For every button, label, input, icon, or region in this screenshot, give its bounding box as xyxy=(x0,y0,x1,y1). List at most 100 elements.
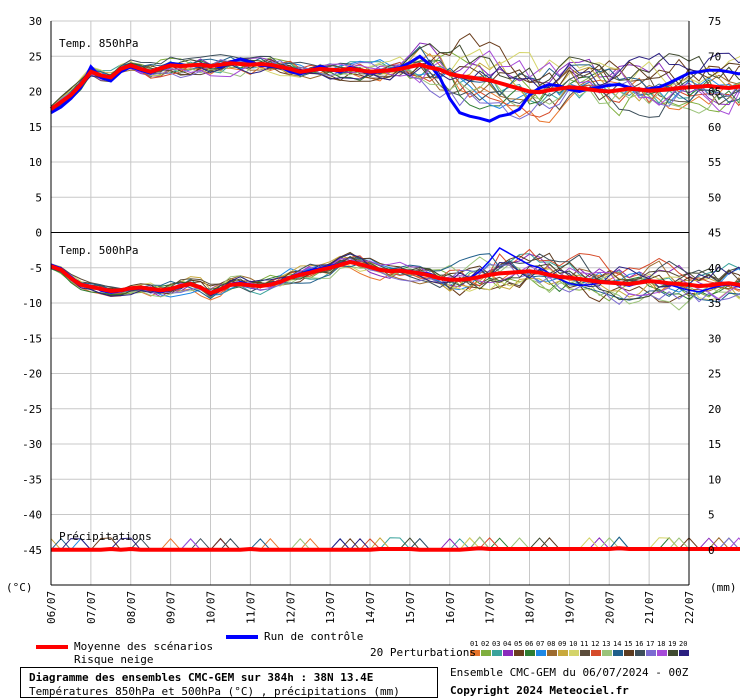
left-tick-label: -10 xyxy=(22,297,42,310)
control-legend-line xyxy=(226,635,258,639)
perturbation-swatch xyxy=(536,650,546,656)
date-label: 11/07 xyxy=(244,591,257,624)
date-label: 15/07 xyxy=(404,591,417,624)
perturbation-swatch xyxy=(646,650,656,656)
perturbation-swatch xyxy=(547,650,557,656)
left-tick-label: 5 xyxy=(35,191,42,204)
perturbation-swatch xyxy=(470,650,480,656)
perturbation-swatch xyxy=(679,650,689,656)
perturbation-swatch xyxy=(492,650,502,656)
perturbation-number: 09 xyxy=(558,640,566,648)
axes xyxy=(50,21,690,586)
perturbation-number: 17 xyxy=(646,640,654,648)
perturbation-swatch xyxy=(668,650,678,656)
mean-500-line xyxy=(50,260,740,296)
left-unit-label: (°C) xyxy=(6,581,33,594)
caption-title: Diagramme des ensembles CMC-GEM sur 384h… xyxy=(29,671,374,684)
perturbation-number: 06 xyxy=(525,640,533,648)
left-tick-label: -5 xyxy=(29,262,42,275)
right-tick-label: 40 xyxy=(708,262,721,275)
right-tick-label: 55 xyxy=(708,156,721,169)
copyright: Copyright 2024 Meteociel.fr xyxy=(450,684,629,697)
left-tick-label: 0 xyxy=(35,227,42,240)
perturbation-number: 07 xyxy=(536,640,544,648)
perturbation-swatches: 01 02 03 04 05 06 07 08 09 10 11 12 13 14 15 16 17 18 19 20 xyxy=(470,640,689,656)
date-label: 22/07 xyxy=(683,591,696,624)
date-label: 10/07 xyxy=(205,591,218,624)
date-label: 06/07 xyxy=(45,591,58,624)
perturbation-number: 16 xyxy=(635,640,643,648)
snow-legend-label: Risque neige xyxy=(74,653,154,666)
date-label: 09/07 xyxy=(165,591,178,624)
date-label: 18/07 xyxy=(524,591,537,624)
perturbation-850-line xyxy=(50,59,740,113)
right-tick-label: 50 xyxy=(708,191,721,204)
mean-legend-line xyxy=(36,645,68,649)
perturbation-swatch xyxy=(580,650,590,656)
perturbation-number: 18 xyxy=(657,640,665,648)
left-tick-label: -35 xyxy=(22,473,42,486)
mean-precip-line xyxy=(51,546,740,552)
mean-850-line xyxy=(49,61,740,111)
perturbation-number: 20 xyxy=(679,640,687,648)
left-tick-label: 25 xyxy=(29,50,42,63)
run-info: Ensemble CMC-GEM du 06/07/2024 - 00Z xyxy=(450,666,689,679)
right-tick-label: 20 xyxy=(708,403,721,416)
left-tick-label: 30 xyxy=(29,15,42,28)
perturbation-swatch xyxy=(503,650,513,656)
left-tick-label: 15 xyxy=(29,121,42,134)
mean-legend-label: Moyenne des scénarios xyxy=(74,640,214,653)
date-label: 20/07 xyxy=(603,591,616,624)
perturbation-number: 01 xyxy=(470,640,478,648)
temp850-label: Temp. 850hPa xyxy=(59,37,138,50)
perturbation-swatch xyxy=(558,650,568,656)
perturbation-500-line xyxy=(50,259,740,303)
right-tick-label: 25 xyxy=(708,368,721,381)
perturbation-swatch xyxy=(569,650,579,656)
right-tick-label: 60 xyxy=(708,121,721,134)
perturbation-swatch xyxy=(635,650,645,656)
perturbation-850-line xyxy=(50,45,740,108)
right-tick-label: 10 xyxy=(708,473,721,486)
perturbation-number: 13 xyxy=(602,640,610,648)
perturbation-500-line xyxy=(50,257,740,305)
grid xyxy=(50,20,690,585)
perturbation-500-line xyxy=(50,253,740,297)
date-label: 13/07 xyxy=(324,591,337,624)
right-tick-label: 30 xyxy=(708,332,721,345)
perturbation-number: 03 xyxy=(492,640,500,648)
perturbation-number: 04 xyxy=(503,640,511,648)
control-legend-label: Run de contrôle xyxy=(264,630,364,643)
right-tick-label: 15 xyxy=(708,438,721,451)
date-label: 12/07 xyxy=(284,591,297,624)
right-tick-label: 5 xyxy=(708,509,715,522)
temp500-label: Temp. 500hPa xyxy=(59,244,138,257)
perturbation-850-line xyxy=(50,61,740,114)
perturbation-500-line xyxy=(50,253,740,303)
left-tick-label: 10 xyxy=(29,156,42,169)
right-tick-label: 0 xyxy=(708,544,715,557)
perturbation-850-line xyxy=(50,52,740,113)
right-tick-label: 75 xyxy=(708,15,721,28)
perturbation-swatch xyxy=(657,650,667,656)
perturbation-swatch xyxy=(514,650,524,656)
left-tick-label: -40 xyxy=(22,509,42,522)
right-tick-label: 70 xyxy=(708,50,721,63)
left-tick-label: -30 xyxy=(22,438,42,451)
perturbation-number: 11 xyxy=(580,640,588,648)
date-label: 14/07 xyxy=(364,591,377,624)
left-tick-label: -20 xyxy=(22,368,42,381)
perturbation-number: 02 xyxy=(481,640,489,648)
perturbation-swatch xyxy=(624,650,634,656)
date-label: 08/07 xyxy=(125,591,138,624)
perturbation-850-line xyxy=(50,50,740,115)
perturbation-swatch xyxy=(602,650,612,656)
perturbation-number: 10 xyxy=(569,640,577,648)
perturbation-500-line xyxy=(50,253,740,299)
caption-subtitle: Températures 850hPa et 500hPa (°C) , pré… xyxy=(29,685,400,698)
mean-lines xyxy=(49,61,740,552)
perturbations-legend-label: 20 Perturbations xyxy=(370,646,476,659)
perturbation-number: 14 xyxy=(613,640,621,648)
left-tick-label: -25 xyxy=(22,403,42,416)
date-label: 21/07 xyxy=(643,591,656,624)
